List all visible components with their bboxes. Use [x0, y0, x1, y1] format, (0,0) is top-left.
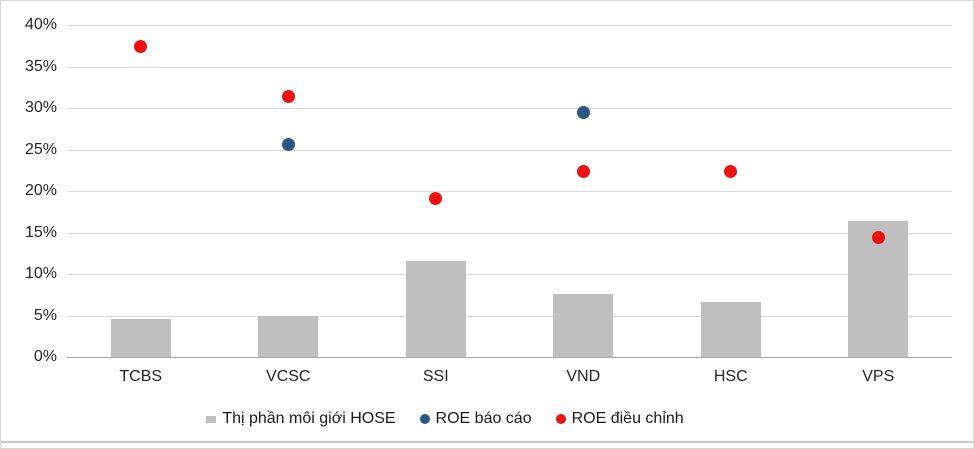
gridline: [67, 315, 952, 317]
y-axis-tick-label: 25%: [24, 140, 57, 158]
x-axis-label-vnd: VND: [566, 368, 601, 385]
legend-item: ROE điều chỉnh: [555, 410, 684, 428]
dot-roe-adjusted-vnd: [576, 164, 590, 178]
legend-dot-icon: [419, 414, 430, 424]
chart-legend: Thị phần môi giới HOSE ROE báo cáo ROE điề…: [1, 407, 973, 431]
legend-label: Thị phần môi giới HOSE: [222, 410, 396, 427]
x-axis-label-tcbs: TCBS: [119, 368, 163, 385]
y-axis-tick-label: 30%: [24, 99, 57, 116]
gridline: [67, 232, 952, 234]
dot-roe-adjusted-vps: [871, 230, 885, 244]
bottom-rule-divider: [1, 441, 973, 443]
legend-dot-icon: [555, 414, 566, 424]
y-axis-tick-label: 20%: [24, 182, 57, 199]
gridline: [67, 108, 952, 109]
dot-roe-adjusted-hsc: [724, 164, 738, 178]
dot-roe-reported-vcsc: [281, 138, 295, 152]
y-axis-tick-label: 5%: [33, 306, 57, 324]
dot-roe-adjusted-tcbs: [134, 40, 148, 54]
y-axis-tick-label: 15%: [24, 223, 57, 241]
gridline: [67, 25, 952, 26]
x-axis-label-ssi: SSI: [422, 368, 449, 385]
bar-hsc: [700, 302, 761, 357]
x-axis-label-hsc: HSC: [713, 368, 748, 385]
legend-square-icon: [206, 415, 217, 423]
x-axis-label-vps: VPS: [862, 368, 895, 385]
dot-roe-adjusted-vcsc: [281, 89, 295, 103]
gridline: [67, 66, 952, 68]
bar-vnd: [553, 293, 614, 357]
legend-label: ROE báo cáo: [435, 410, 532, 427]
bar-vcsc: [258, 316, 319, 357]
legend-item: Thị phần môi giới HOSE: [206, 410, 396, 428]
y-axis-tick-label: 40%: [24, 16, 57, 33]
y-axis-tick-label: 0%: [33, 348, 57, 365]
legend-item: ROE báo cáo: [419, 410, 532, 428]
gridline: [67, 149, 952, 151]
bar-tcbs: [110, 318, 171, 357]
y-axis-tick-label: 35%: [24, 57, 57, 75]
bar-ssi: [405, 260, 466, 357]
dot-roe-adjusted-ssi: [429, 191, 443, 205]
gridline: [67, 274, 952, 275]
x-axis-line: [67, 357, 952, 358]
dot-roe-reported-vnd: [576, 106, 590, 120]
gridline: [67, 191, 952, 192]
x-axis-label-vcsc: VCSC: [266, 368, 311, 385]
y-axis-tick-label: 10%: [24, 265, 57, 282]
legend-label: ROE điều chỉnh: [571, 410, 684, 427]
